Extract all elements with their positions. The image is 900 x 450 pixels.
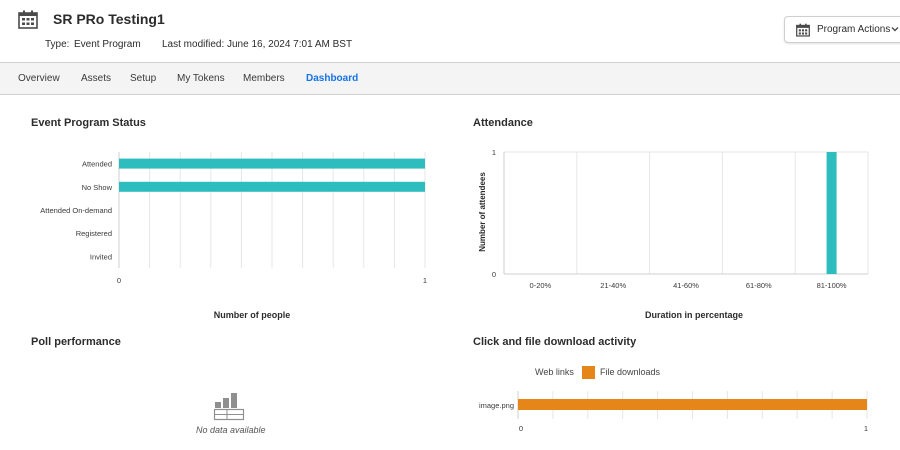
y-tick-label: 0 xyxy=(492,270,496,279)
click-download-title: Click and file download activity xyxy=(473,336,637,348)
status-x-axis-title: Number of people xyxy=(214,310,291,320)
category-label: Invited xyxy=(90,252,112,261)
modified-label: Last modified: xyxy=(162,39,225,50)
attendance-y-axis-title: Number of attendees xyxy=(478,172,487,252)
x-tick-label: 0 xyxy=(519,424,523,433)
type-value: Event Program xyxy=(74,39,141,50)
x-tick-label: 0 xyxy=(117,276,121,285)
program-actions-button[interactable]: Program Actions xyxy=(784,16,900,43)
attendance-x-axis-title: Duration in percentage xyxy=(645,310,743,320)
event-program-status-title: Event Program Status xyxy=(31,117,146,129)
type-label: Type: xyxy=(45,39,70,50)
category-label: 21-40% xyxy=(600,281,626,290)
category-label: Registered xyxy=(76,229,112,238)
bar-attended[interactable] xyxy=(119,158,425,169)
event-program-status-chart: Attended No Show Attended On-demand Registe… xyxy=(40,152,427,320)
tab-my-tokens[interactable]: My Tokens xyxy=(177,73,225,84)
no-data-message: No data available xyxy=(196,425,266,435)
modified-value: June 16, 2024 7:01 AM BST xyxy=(227,39,353,50)
category-label: No Show xyxy=(82,183,113,192)
bar-file-downloads[interactable] xyxy=(518,399,867,410)
bar-81-to-100pct[interactable] xyxy=(826,152,837,274)
x-tick-label: 1 xyxy=(864,424,868,433)
x-tick-label: 1 xyxy=(423,276,427,285)
legend-file-downloads[interactable]: File downloads xyxy=(600,367,661,377)
program-title: SR PRo Testing1 xyxy=(53,11,165,27)
tab-overview[interactable]: Overview xyxy=(18,73,60,84)
calendar-icon xyxy=(18,10,38,29)
tab-assets[interactable]: Assets xyxy=(81,73,112,84)
y-tick-label: 1 xyxy=(492,148,496,157)
legend-file-downloads-swatch xyxy=(582,366,595,379)
click-download-chart: image.png 0 1 xyxy=(479,391,868,433)
attendance-title: Attendance xyxy=(473,117,533,129)
program-actions-label: Program Actions xyxy=(817,24,891,35)
calendar-icon xyxy=(796,23,810,37)
no-data-chart-icon xyxy=(213,393,245,421)
tab-bar: Overview Assets Setup My Tokens Members … xyxy=(0,62,900,95)
category-label: Attended xyxy=(82,160,112,169)
category-label: 0-20% xyxy=(530,281,552,290)
category-label: Attended On-demand xyxy=(40,206,112,215)
chevron-down-icon xyxy=(891,27,899,32)
tab-setup[interactable]: Setup xyxy=(130,73,157,84)
category-label: 81-100% xyxy=(817,281,847,290)
tab-dashboard[interactable]: Dashboard xyxy=(306,73,359,84)
bar-no-show[interactable] xyxy=(119,181,425,192)
program-header: SR PRo Testing1 Type: Event Program Last… xyxy=(0,0,900,62)
category-label: 41-60% xyxy=(673,281,699,290)
tab-members[interactable]: Members xyxy=(243,73,285,84)
category-label: 61-80% xyxy=(746,281,772,290)
legend-web-links[interactable]: Web links xyxy=(535,367,574,377)
attendance-chart: 0-20% 21-40% 41-60% 61-80% 81-100% 0 1 Durati… xyxy=(478,148,869,320)
poll-performance-title: Poll performance xyxy=(31,336,121,348)
category-label: image.png xyxy=(479,401,514,410)
